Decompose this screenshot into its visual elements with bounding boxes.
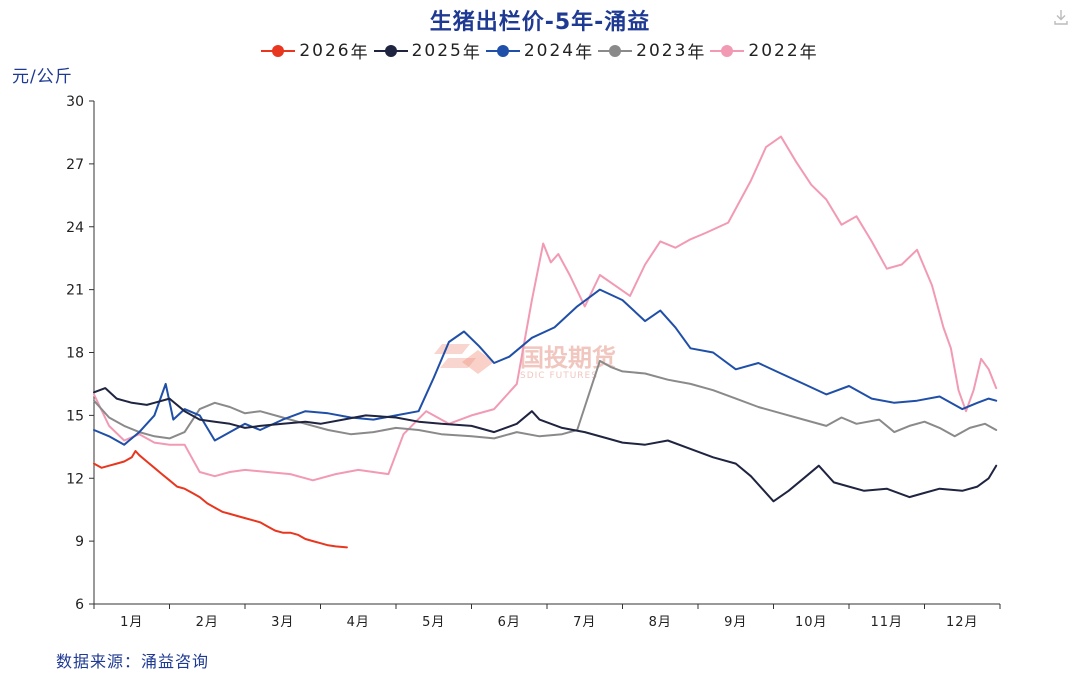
legend-suffix: 年 xyxy=(350,43,370,63)
legend-item-2025[interactable]: 2025 年 xyxy=(373,38,482,63)
x-axis: 1月 2月 3月 4月 5月 6月 7月 8月 9月 10月 11月 12月 xyxy=(93,603,1001,630)
x-tick-label: 3月 xyxy=(271,615,294,630)
x-tick-label: 6月 xyxy=(498,615,521,630)
y-tick-label: 24 xyxy=(66,220,84,236)
x-tick-label: 9月 xyxy=(724,615,747,630)
chart-legend: 2026 年 2025 年 2024 年 2023 年 2022 年 xyxy=(0,38,1080,63)
y-tick-label: 27 xyxy=(66,157,84,173)
y-axis: 6 9 12 15 18 21 24 27 30 xyxy=(66,94,95,613)
watermark-sub: SDIC FUTURES xyxy=(520,371,598,381)
legend-label-2025: 2025 xyxy=(411,40,463,61)
legend-suffix: 年 xyxy=(687,43,707,63)
legend-marker-2022 xyxy=(710,44,745,57)
legend-marker-2023 xyxy=(598,44,633,57)
y-tick-label: 6 xyxy=(75,597,84,613)
legend-marker-2024 xyxy=(485,44,520,57)
legend-suffix: 年 xyxy=(575,43,595,63)
x-tick-label: 5月 xyxy=(422,615,445,630)
series-lines xyxy=(93,135,998,549)
x-tick-label: 1月 xyxy=(120,615,143,630)
y-tick-label: 18 xyxy=(66,346,84,362)
series-line-2022 xyxy=(93,135,998,482)
x-tick-label: 8月 xyxy=(649,615,672,630)
chart-title: 生猪出栏价-5年-涌益 xyxy=(429,10,651,35)
legend-item-2026[interactable]: 2026 年 xyxy=(261,38,369,63)
legend-label-2022: 2022 xyxy=(748,40,800,61)
y-tick-label: 30 xyxy=(66,94,84,110)
legend-suffix: 年 xyxy=(799,43,819,63)
y-tick-label: 9 xyxy=(75,534,84,550)
series-line-2026 xyxy=(93,450,348,549)
x-tick-label: 11月 xyxy=(870,615,903,630)
y-axis-unit-label: 元/公斤 xyxy=(12,67,73,87)
x-tick-label: 7月 xyxy=(573,615,596,630)
y-tick-label: 21 xyxy=(66,283,84,299)
legend-label-2023: 2023 xyxy=(636,40,688,61)
legend-suffix: 年 xyxy=(462,43,482,63)
download-icon[interactable] xyxy=(1052,8,1070,26)
data-source-note: 数据来源：涌益咨询 xyxy=(56,652,210,671)
legend-item-2024[interactable]: 2024 年 xyxy=(485,38,595,63)
y-tick-label: 15 xyxy=(66,408,84,424)
series-line-2023 xyxy=(93,359,998,440)
watermark-logo xyxy=(434,344,494,374)
series-line-2025 xyxy=(93,387,998,503)
legend-marker-2025 xyxy=(373,44,408,57)
x-tick-label: 12月 xyxy=(946,615,979,630)
legend-label-2026: 2026 xyxy=(299,40,351,61)
x-tick-label: 2月 xyxy=(196,615,219,630)
legend-item-2023[interactable]: 2023 年 xyxy=(598,38,706,63)
watermark: 国投期货 SDIC FUTURES xyxy=(434,344,616,381)
legend-marker-2026 xyxy=(261,44,296,57)
x-tick-label: 4月 xyxy=(347,615,370,630)
legend-item-2022[interactable]: 2022 年 xyxy=(710,38,818,63)
y-tick-label: 12 xyxy=(66,471,84,487)
x-tick-label: 10月 xyxy=(795,615,828,630)
watermark-name: 国投期货 xyxy=(520,344,616,372)
legend-label-2024: 2024 xyxy=(523,40,576,61)
